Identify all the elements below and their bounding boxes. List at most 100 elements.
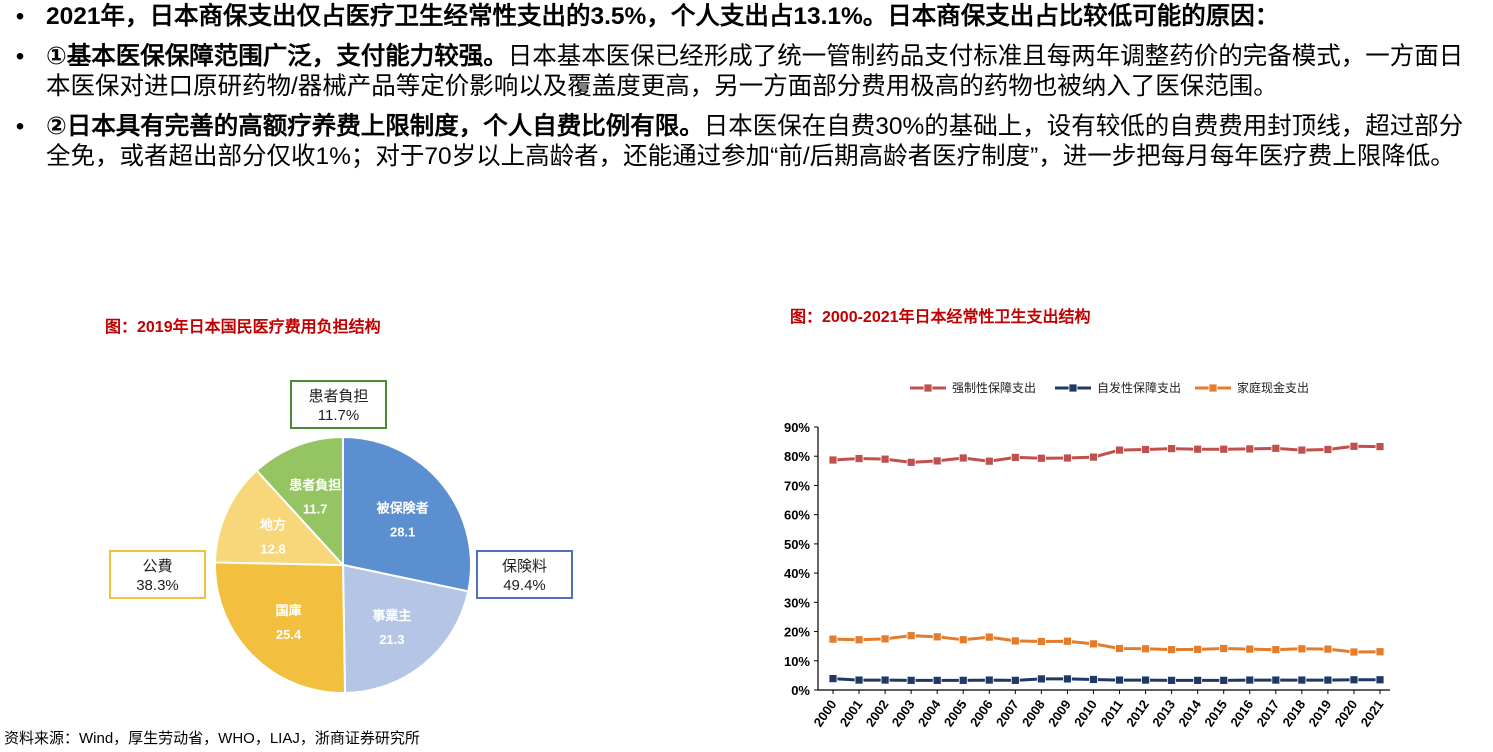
data-point [1323,675,1333,685]
data-point [1141,675,1150,685]
data-point [854,675,864,685]
data-point [1297,675,1307,685]
data-point [958,675,968,685]
data-point [828,634,838,644]
pie-slice-1 [341,563,470,695]
y-tick-label: 70% [784,478,810,493]
data-point [1167,444,1177,454]
bullet-text: 日本医保在自费30%的基础上，设有较低的自费费用封顶线，超过部分全免，或者超出部… [46,113,1464,170]
line-chart-title: 图：2000-2021年日本经常性卫生支出结构 [790,309,1091,326]
data-point [1036,637,1046,646]
pie-slice-value: 28.1 [390,525,415,540]
callout-label: 保険料 [502,558,547,575]
legend-marker [1068,383,1078,393]
data-point [1297,644,1307,654]
pie-slice-4 [255,435,344,568]
data-point [1010,675,1020,685]
data-point [958,635,968,645]
data-point [1375,442,1385,451]
x-tick-label: 2001 [837,697,866,729]
x-tick-label: 2016 [1227,697,1256,729]
data-point [1167,675,1177,685]
pie-chart: 被保険者 28.1 事業主 21.3 国庫 25.4 地方 12.8 患者負担 11.7 患者負担 1… [109,380,573,695]
data-point [1115,644,1124,653]
data-point [1219,675,1229,685]
data-point [906,631,916,641]
data-point [984,675,994,685]
data-point [1271,645,1281,655]
x-tick-label: 2014 [1175,696,1204,729]
data-point [1271,675,1281,685]
bullet-reason-2: • ②日本具有完善的高额疗养费上限制度，个人自费比例有限。日本医保在自费30%的… [10,112,1485,172]
x-tick-label: 2018 [1279,697,1308,729]
bullet-bold-text: ②日本具有完善的高额疗养费上限制度，个人自费比例有限。 [46,113,704,140]
x-tick-label: 2009 [1045,697,1074,729]
legend-marker [923,383,933,393]
callout-box [476,550,573,599]
bullet-dot: • [15,3,25,30]
legend-marker [1208,383,1218,393]
x-tick-label: 2004 [915,696,944,729]
data-point [1323,644,1333,654]
bullet-bold-text: 2021年，日本商保支出仅占医疗卫生经常性支出的3.5%，个人支出占13.1%。… [46,3,1280,30]
x-tick-label: 2010 [1071,697,1100,729]
data-point [1245,644,1255,654]
y-tick-label: 40% [784,566,810,581]
bullet-text: 日本基本医保已经形成了统一管制药品支付标准且每两年调整药价的完备模式，一方面日本… [46,43,1464,100]
x-tick-label: 2003 [889,697,918,729]
data-point [880,675,890,685]
x-tick-label: 2012 [1123,697,1152,729]
data-point [932,675,942,685]
bullet-dot: • [15,113,25,140]
data-point [1115,445,1124,455]
y-tick-label: 10% [784,654,810,669]
data-point [1323,445,1333,454]
data-point [1193,444,1203,454]
pie-slice-label: 地方 [260,517,286,532]
data-point [1089,639,1098,649]
data-point [1036,674,1046,684]
data-point [1219,444,1229,454]
callout-value: 49.4% [503,577,546,594]
data-point [880,634,890,644]
data-point [1141,445,1150,454]
pie-slice-value: 21.3 [379,632,404,647]
bullet-dot: • [15,43,25,70]
pie-callout-1: 保険料 49.4% [476,550,573,599]
pie-callout-0: 患者負担 11.7% [290,380,387,429]
x-tick-label: 2019 [1305,697,1334,729]
data-point [1375,675,1385,685]
legend-label: 家庭现金支出 [1237,380,1309,395]
y-tick-label: 60% [784,508,810,523]
data-point [1245,675,1255,685]
series-line-1 [832,677,1380,682]
data-point [1063,636,1072,646]
data-point [828,674,838,684]
x-tick-label: 2021 [1358,697,1387,729]
pie-slice-value: 25.4 [276,627,302,642]
data-point [1349,675,1359,685]
data-point [932,456,942,466]
pie-slice-0 [342,435,472,593]
pie-slice-value: 12.8 [260,541,285,556]
x-tick-label: 2020 [1332,697,1361,729]
data-point [906,457,916,467]
pie-slice-label: 患者負担 [289,477,341,492]
data-point [1010,452,1020,462]
x-tick-label: 2000 [811,697,840,729]
data-point [1193,675,1203,685]
data-point [1271,443,1281,453]
bullet-bold-text: ①基本医保保障范围广泛，支付能力较强。 [46,43,508,70]
data-point [828,455,838,465]
data-point [1349,441,1359,451]
data-point [1297,445,1307,455]
data-point [984,632,994,642]
y-tick-label: 50% [784,537,810,552]
data-point [1167,645,1177,655]
callout-label: 患者負担 [308,388,368,405]
pie-slice-value: 11.7 [303,501,328,516]
data-point [1036,453,1046,463]
x-tick-label: 2017 [1253,697,1282,729]
x-tick-label: 2008 [1019,697,1048,729]
pie-slice-label: 被保険者 [376,501,429,516]
